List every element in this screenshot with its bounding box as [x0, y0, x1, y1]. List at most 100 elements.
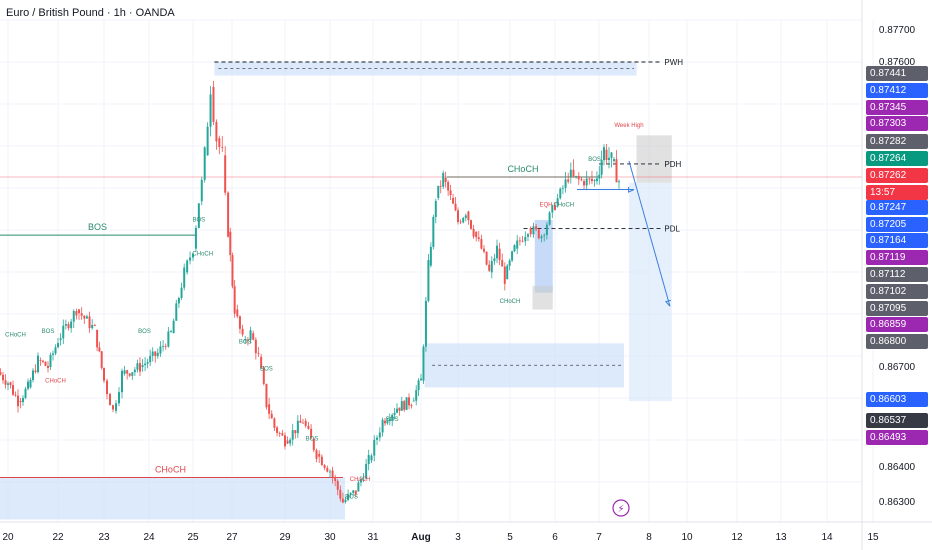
time-tick-label: 6 [552, 532, 558, 543]
price-tag: 0.86800 [866, 334, 928, 349]
candle-body [112, 405, 114, 410]
candle-body [427, 260, 430, 301]
time-tick-label: Aug [411, 532, 430, 543]
candle-body [359, 478, 362, 483]
candle-body [241, 328, 244, 335]
candle-body [527, 234, 529, 237]
price-tick-label: 0.86300 [879, 497, 916, 508]
level-label: PWH [664, 58, 683, 67]
candle-body [564, 179, 567, 188]
structure-tag: BOS [239, 339, 252, 345]
zone-supply [214, 62, 637, 76]
candle-body [37, 355, 39, 373]
candle-body [464, 215, 467, 218]
candle-body [194, 227, 197, 249]
candle-body [2, 374, 4, 381]
candle-body [151, 351, 154, 356]
candle-body [559, 188, 562, 199]
candle-body [511, 251, 514, 261]
candle-body [200, 179, 203, 202]
candle-body [296, 420, 299, 434]
candle-body [391, 414, 394, 420]
candle-body [347, 494, 350, 500]
candle-body [488, 264, 491, 271]
candle-body [54, 347, 57, 354]
candle-body [412, 400, 415, 402]
candle-body [315, 450, 318, 459]
time-tick-label: 5 [507, 532, 513, 543]
structure-tag: BOS [260, 366, 273, 372]
candle-body [131, 372, 134, 376]
structure-tag: BOS [193, 218, 206, 224]
candle-body [156, 352, 159, 357]
price-tag: 0.87112 [866, 267, 928, 282]
candle-body [339, 489, 342, 499]
price-tag: 0.86493 [866, 430, 928, 445]
candle-body [593, 180, 596, 182]
zone-ob [534, 219, 553, 293]
candle-body [572, 169, 575, 177]
candle-body [457, 210, 459, 222]
candle-body [605, 149, 608, 160]
candle-body [429, 246, 432, 266]
candle-body [162, 346, 165, 347]
price-tag: 0.87282 [866, 134, 928, 149]
price-tag: 0.87264 [866, 151, 928, 166]
time-tick-label: 15 [867, 532, 879, 543]
candle-body [249, 330, 252, 340]
candle-body [434, 200, 437, 217]
candle-body [109, 394, 111, 406]
candle-body [493, 258, 496, 262]
candle-body [312, 438, 315, 451]
candle-body [197, 203, 200, 228]
projection-arrowhead [665, 299, 672, 307]
zone-grey [636, 135, 672, 183]
candle-body [218, 138, 221, 147]
candle-body [472, 228, 475, 237]
price-tag: 0.87095 [866, 301, 928, 316]
candle-body [424, 300, 427, 347]
candle-body [365, 464, 368, 479]
candle-body [164, 346, 167, 347]
candle-body [281, 433, 284, 436]
candle-body [233, 286, 236, 314]
time-tick-label: 23 [98, 532, 110, 543]
projection-arrow [628, 160, 671, 307]
candle-body [477, 237, 480, 240]
candle-body [67, 323, 70, 329]
time-tick-label: 10 [681, 532, 693, 543]
candle-body [320, 456, 323, 466]
structure-tag: CHoCH [5, 333, 26, 339]
lightning-icon [612, 499, 630, 517]
candle-body [175, 303, 178, 321]
candle-body [62, 325, 65, 339]
candle-body [39, 360, 42, 362]
structure-tag: BOS [345, 495, 358, 501]
structure-tag: Week High [614, 123, 643, 129]
candle-body [133, 369, 136, 373]
candle-body [64, 323, 67, 326]
candle-body [439, 185, 442, 187]
candle-body [398, 407, 401, 411]
candle-body [310, 428, 313, 439]
candle-body [106, 380, 108, 395]
candle-body [278, 432, 281, 434]
projection-arrowhead [628, 186, 635, 193]
time-tick-label: 14 [821, 532, 833, 543]
candle-body [535, 226, 538, 230]
time-tick-label: 12 [731, 532, 743, 543]
time-tick-label: 31 [367, 532, 379, 543]
candle-body [422, 346, 425, 381]
candle-body [480, 239, 483, 249]
candle-body [577, 176, 580, 180]
candle-body [615, 159, 618, 183]
candle-body [262, 368, 265, 384]
time-tick-label: 25 [187, 532, 199, 543]
candle-body [454, 203, 457, 211]
candle-body [52, 353, 54, 355]
candle-body [334, 477, 337, 481]
candle-body [524, 236, 527, 242]
candle-body [475, 231, 478, 238]
